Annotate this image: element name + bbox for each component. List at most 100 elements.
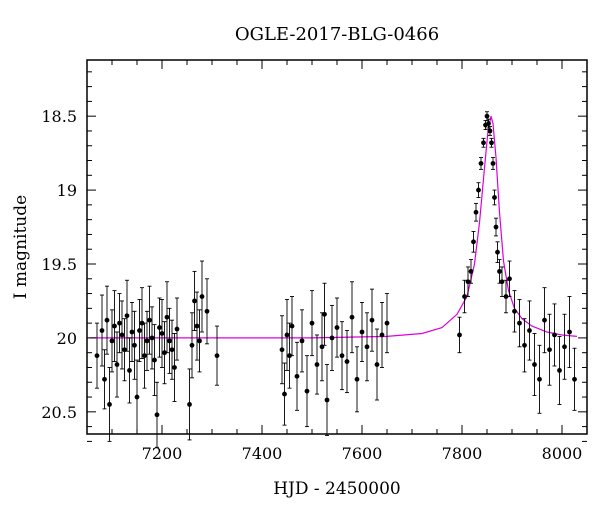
data-point [152, 357, 157, 363]
data-point [476, 187, 481, 193]
data-point [478, 161, 484, 166]
data-point [147, 317, 152, 323]
data-point [468, 268, 474, 274]
data-point [484, 113, 490, 119]
data-point [187, 402, 192, 407]
data-point [109, 338, 115, 344]
data-point [172, 365, 177, 370]
data-point [167, 338, 172, 344]
data-point [379, 332, 385, 338]
data-point [497, 268, 502, 274]
data-point [512, 308, 517, 314]
data-point [162, 350, 167, 356]
data-point [214, 353, 220, 359]
data-point [471, 239, 476, 245]
data-point [527, 328, 532, 333]
data-point [314, 362, 320, 367]
data-point [119, 332, 125, 338]
data-point [495, 249, 500, 255]
data-point [567, 329, 572, 335]
data-point [197, 338, 202, 344]
data-point [132, 342, 137, 348]
data-point [499, 279, 505, 285]
axis-ticks: 7200 7400 7600 7800 8000 18.5 19 19.5 20 20.5 [41, 60, 587, 463]
data-point [99, 328, 105, 333]
chart-title: OGLE-2017-BLG-0466 [235, 24, 439, 45]
data-point [364, 344, 370, 350]
data-point [189, 342, 195, 348]
data-point [562, 344, 567, 350]
data-point [204, 308, 210, 314]
data-point [142, 353, 147, 359]
data-point [279, 347, 285, 353]
data-point [354, 376, 360, 382]
y-tick-label: 19.5 [41, 255, 77, 274]
data-point [287, 353, 292, 359]
y-axis-label: I magnitude [11, 195, 31, 299]
data-point [112, 323, 117, 329]
data-point [304, 388, 310, 394]
data-point [572, 376, 577, 382]
data-point [154, 412, 160, 418]
data-point [294, 373, 300, 379]
data-point [149, 335, 155, 341]
y-tick-label: 19 [57, 181, 77, 200]
data-point [339, 353, 345, 359]
data-point [107, 402, 112, 407]
data-point [349, 314, 355, 320]
data-point [139, 320, 145, 326]
data-point [334, 325, 340, 330]
x-tick-label: 7200 [142, 444, 183, 463]
data-point [284, 332, 290, 338]
y-tick-label: 18.5 [41, 107, 77, 126]
data-point [309, 320, 315, 326]
data-point [192, 298, 197, 304]
data-point [384, 320, 390, 326]
data-point [169, 347, 175, 353]
data-point [481, 140, 486, 146]
data-point [117, 320, 122, 326]
data-point [194, 323, 200, 329]
data-point [487, 128, 493, 134]
plot-area [89, 111, 578, 448]
data-point [344, 359, 350, 364]
data-point [489, 140, 494, 146]
data-point [557, 368, 562, 373]
data-point [462, 294, 467, 299]
x-tick-label: 7800 [442, 444, 483, 463]
data-point [174, 326, 180, 332]
data-point [492, 195, 497, 200]
data-point [199, 294, 205, 299]
data-point [299, 338, 305, 344]
data-point [522, 342, 527, 348]
data-point [503, 294, 509, 299]
data-point [102, 376, 107, 382]
data-point [144, 338, 150, 344]
data-point [490, 161, 496, 166]
data-point [324, 397, 330, 403]
model-curve [89, 116, 578, 339]
data-point [547, 347, 552, 353]
data-point [289, 323, 295, 329]
data-point [369, 317, 375, 323]
data-point [282, 391, 287, 397]
data-point [129, 329, 135, 335]
data-point [114, 362, 120, 367]
x-tick-label: 7600 [342, 444, 383, 463]
data-point [457, 332, 462, 338]
data-point [473, 209, 479, 215]
y-tick-label: 20.5 [41, 403, 77, 422]
data-point [552, 332, 557, 338]
data-point [532, 362, 537, 367]
data-point [134, 394, 140, 400]
data-point [374, 362, 380, 367]
data-point [507, 276, 512, 282]
data-point [159, 331, 165, 336]
data-point [359, 329, 365, 335]
x-tick-label: 7400 [242, 444, 283, 463]
data-point [157, 325, 162, 330]
data-point [493, 224, 499, 230]
data-point [94, 353, 100, 359]
plot-frame [86, 59, 588, 435]
